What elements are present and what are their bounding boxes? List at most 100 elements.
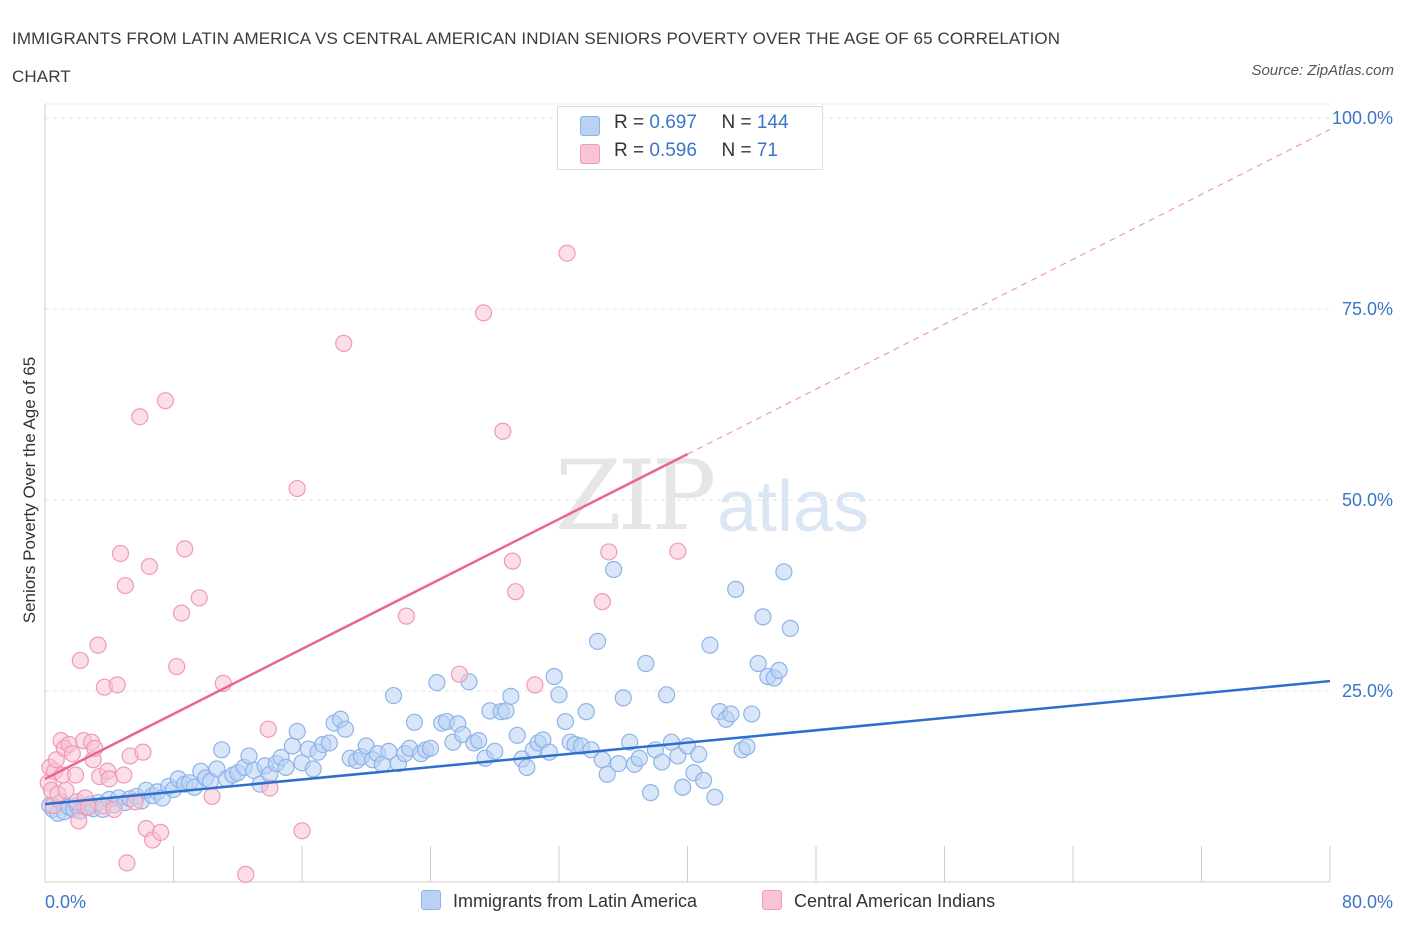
axes (44, 104, 1331, 883)
y-tick-label: 25.0% (1342, 681, 1393, 701)
data-point (494, 422, 512, 440)
chart-title-line2: CHART (12, 67, 71, 86)
data-point (598, 765, 616, 783)
data-point (637, 654, 655, 673)
x-tick-label: 0.0% (45, 892, 86, 912)
data-point (293, 822, 311, 840)
bottom-legend-label-blue: Immigrants from Latin America (453, 891, 698, 911)
data-point (588, 632, 607, 650)
legend-swatch-pink (580, 144, 600, 164)
data-point (71, 651, 89, 670)
legend-swatch-blue (580, 116, 600, 136)
y-tick-label: 100.0% (1332, 108, 1393, 128)
legend-r-label: R = (614, 112, 650, 133)
watermark-atlas: atlas (717, 467, 870, 547)
data-point (108, 676, 126, 694)
data-point (743, 705, 761, 723)
data-point (66, 766, 85, 784)
data-point (277, 758, 295, 777)
data-point (540, 743, 558, 761)
data-point (593, 593, 611, 611)
data-point (100, 770, 118, 788)
data-point (526, 676, 544, 694)
data-point (320, 734, 338, 752)
trend-line-central-american-indians (44, 453, 689, 780)
legend-r-value: 0.596 (649, 140, 697, 161)
data-point (172, 604, 191, 622)
data-point (156, 392, 175, 410)
data-point (115, 766, 133, 784)
data-point (335, 334, 353, 352)
data-point (503, 552, 522, 570)
data-point (556, 712, 575, 731)
data-point (577, 703, 595, 721)
data-point (116, 576, 134, 595)
y-axis-label: Seniors Poverty Over the Age of 65 (20, 356, 39, 624)
data-point (641, 784, 660, 802)
data-point (283, 737, 301, 755)
data-point (105, 800, 123, 819)
data-point (749, 654, 767, 673)
data-point (701, 636, 719, 654)
data-point (497, 702, 515, 720)
chart-title: IMMIGRANTS FROM LATIN AMERICA VS CENTRAL… (12, 20, 1192, 96)
data-point (508, 726, 526, 744)
data-point (237, 865, 255, 883)
data-point (240, 747, 258, 765)
data-point (213, 741, 231, 759)
data-point (609, 754, 628, 773)
data-point (486, 742, 504, 760)
data-point (259, 720, 277, 738)
data-point (474, 304, 493, 322)
data-point (336, 720, 354, 738)
trend-lines (44, 128, 1331, 806)
data-point (600, 543, 618, 561)
data-point (518, 758, 536, 777)
legend-r-label: R = (614, 140, 650, 161)
data-point (502, 687, 520, 705)
x-tick-label: 80.0% (1342, 892, 1393, 912)
data-point (118, 854, 136, 872)
watermark-zip: ZIP (555, 440, 716, 552)
data-point (89, 636, 107, 654)
data-point (450, 665, 469, 683)
data-point (621, 733, 639, 751)
data-point (770, 661, 788, 679)
data-point (738, 738, 756, 756)
data-point (397, 607, 416, 625)
data-point (690, 745, 708, 764)
bottom-legend-swatch-pink (762, 890, 782, 910)
data-point (140, 557, 159, 576)
data-point (304, 760, 322, 778)
data-point (722, 705, 740, 723)
y-tick-label: 50.0% (1342, 490, 1393, 510)
data-point (63, 745, 81, 763)
data-point (168, 657, 186, 676)
y-tick-label: 75.0% (1342, 299, 1393, 319)
data-point (727, 580, 745, 598)
data-point (630, 749, 648, 767)
data-point (674, 778, 692, 796)
data-point (126, 793, 144, 811)
data-point (288, 722, 306, 741)
data-point (203, 787, 221, 806)
data-point (176, 540, 194, 558)
data-point (694, 771, 713, 789)
data-point (775, 563, 793, 581)
data-point (754, 608, 772, 626)
bottom-legend-label-pink: Central American Indians (794, 891, 996, 911)
data-point (384, 686, 403, 705)
data-point (428, 673, 446, 692)
data-point (470, 732, 488, 750)
data-point (57, 781, 75, 799)
data-point (405, 713, 424, 731)
series-latin-america-points (41, 560, 799, 822)
bottom-legend-pink: Central American Indians (762, 890, 995, 912)
data-point (134, 743, 152, 761)
trend-line-latin-america (44, 679, 1331, 806)
data-point (605, 560, 623, 579)
legend-n-label: N = (721, 140, 757, 161)
source-label: Source: ZipAtlas.com (1251, 62, 1394, 79)
correlation-legend: R = 0.697 N = 144 R = 0.596 N = 71 (557, 106, 823, 170)
legend-r-value: 0.697 (649, 112, 697, 133)
